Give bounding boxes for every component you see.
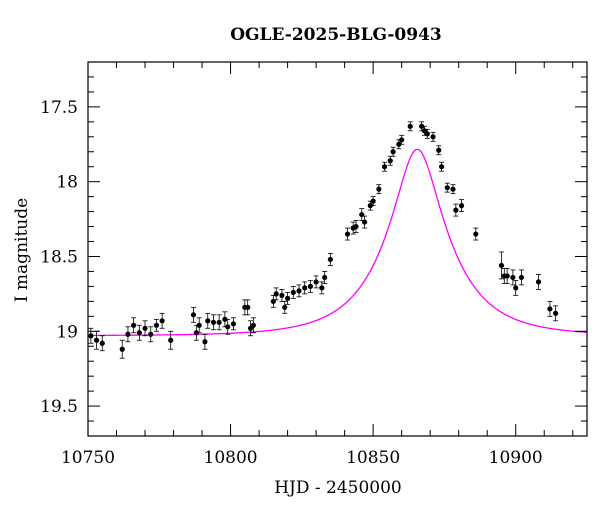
x-tick-label: 10900 bbox=[489, 448, 543, 468]
y-tick-label: 18 bbox=[56, 173, 78, 193]
data-point bbox=[93, 337, 100, 343]
data-point bbox=[307, 283, 314, 289]
data-point bbox=[319, 285, 325, 291]
data-point bbox=[430, 134, 436, 140]
data-point bbox=[88, 333, 94, 339]
data-point bbox=[498, 262, 505, 269]
data-point bbox=[202, 339, 208, 345]
data-point bbox=[205, 318, 211, 324]
errorbar-layer bbox=[88, 121, 559, 359]
y-tick-label: 19.5 bbox=[40, 397, 78, 417]
data-point bbox=[131, 322, 137, 328]
data-point bbox=[230, 321, 237, 327]
data-point bbox=[359, 211, 365, 218]
data-point bbox=[285, 295, 291, 301]
data-point bbox=[216, 319, 222, 325]
data-point bbox=[419, 123, 425, 129]
data-point bbox=[450, 186, 456, 192]
data-point bbox=[273, 291, 279, 297]
data-point bbox=[302, 285, 308, 291]
datapoint-layer bbox=[88, 123, 559, 352]
data-point bbox=[553, 310, 559, 316]
data-point bbox=[245, 304, 251, 310]
data-point bbox=[136, 330, 142, 336]
y-axis-label: I magnitude bbox=[12, 198, 32, 302]
data-point bbox=[159, 318, 165, 324]
tick-layer bbox=[87, 61, 587, 436]
data-point bbox=[168, 337, 174, 343]
x-axis-label: HJD - 2450000 bbox=[274, 478, 402, 498]
data-point bbox=[193, 330, 199, 336]
data-point bbox=[390, 149, 396, 155]
data-point bbox=[125, 331, 131, 337]
x-tick-label: 10800 bbox=[204, 448, 258, 468]
data-point bbox=[296, 288, 302, 294]
plot-frame bbox=[87, 61, 588, 437]
data-point bbox=[504, 273, 510, 279]
data-point bbox=[535, 279, 542, 285]
x-tick-label: 10750 bbox=[61, 448, 115, 468]
data-point bbox=[313, 279, 319, 285]
data-point bbox=[225, 324, 231, 330]
y-tick-label: 19 bbox=[56, 322, 78, 342]
data-point bbox=[424, 131, 430, 137]
data-point bbox=[270, 298, 276, 304]
data-point bbox=[376, 186, 382, 192]
data-point bbox=[399, 137, 405, 143]
data-point bbox=[210, 319, 217, 325]
y-tick-label: 18.5 bbox=[40, 247, 78, 267]
y-tick-label: 17.5 bbox=[40, 98, 78, 118]
data-point bbox=[370, 198, 376, 204]
model-layer bbox=[87, 148, 588, 337]
data-point bbox=[444, 185, 450, 191]
data-point bbox=[453, 207, 459, 213]
data-point bbox=[99, 340, 105, 346]
data-point bbox=[222, 316, 228, 322]
data-point bbox=[510, 274, 516, 281]
data-point bbox=[279, 292, 285, 298]
data-point bbox=[153, 322, 160, 328]
data-point bbox=[387, 158, 393, 164]
data-point bbox=[361, 219, 368, 225]
data-point bbox=[290, 289, 296, 295]
data-point bbox=[436, 147, 442, 153]
data-point bbox=[367, 203, 373, 209]
data-point bbox=[190, 312, 197, 318]
data-point bbox=[438, 164, 445, 170]
data-point bbox=[473, 231, 479, 237]
data-point bbox=[458, 203, 465, 209]
data-point bbox=[547, 306, 553, 312]
data-point bbox=[250, 322, 256, 328]
data-point bbox=[353, 223, 359, 230]
data-point bbox=[518, 274, 525, 281]
data-point bbox=[381, 164, 388, 170]
data-point bbox=[396, 141, 402, 147]
data-point bbox=[282, 304, 288, 310]
data-point bbox=[196, 322, 202, 328]
data-point bbox=[119, 346, 125, 352]
model-curve bbox=[87, 148, 588, 337]
data-point bbox=[407, 123, 413, 129]
data-point bbox=[142, 325, 148, 331]
data-point bbox=[322, 274, 328, 281]
ticklabel-layer: 10750 10800 10850 10900 17.5 18 18.5 19 19.5 bbox=[40, 98, 543, 468]
data-point bbox=[344, 231, 351, 237]
x-tick-label: 10850 bbox=[346, 448, 400, 468]
data-point bbox=[148, 331, 154, 337]
data-point bbox=[513, 285, 519, 291]
chart-title: OGLE-2025-BLG-0943 bbox=[230, 25, 442, 45]
data-point bbox=[327, 256, 333, 263]
